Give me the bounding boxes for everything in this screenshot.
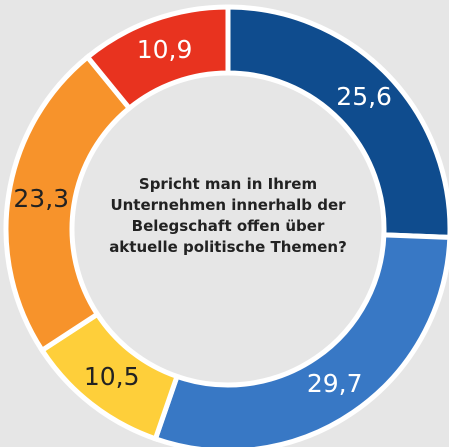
- data-label: 23,3: [13, 184, 69, 213]
- slice: [84, 4, 231, 112]
- slice: [3, 53, 133, 354]
- chart-title: Spricht man in Ihrem Unternehmen innerha…: [109, 175, 347, 256]
- slice: [225, 4, 449, 240]
- slice: [152, 232, 449, 447]
- data-label: 25,6: [336, 82, 392, 111]
- data-label: 10,9: [137, 35, 193, 64]
- data-label: 10,5: [84, 362, 140, 391]
- data-label: 29,7: [307, 369, 363, 398]
